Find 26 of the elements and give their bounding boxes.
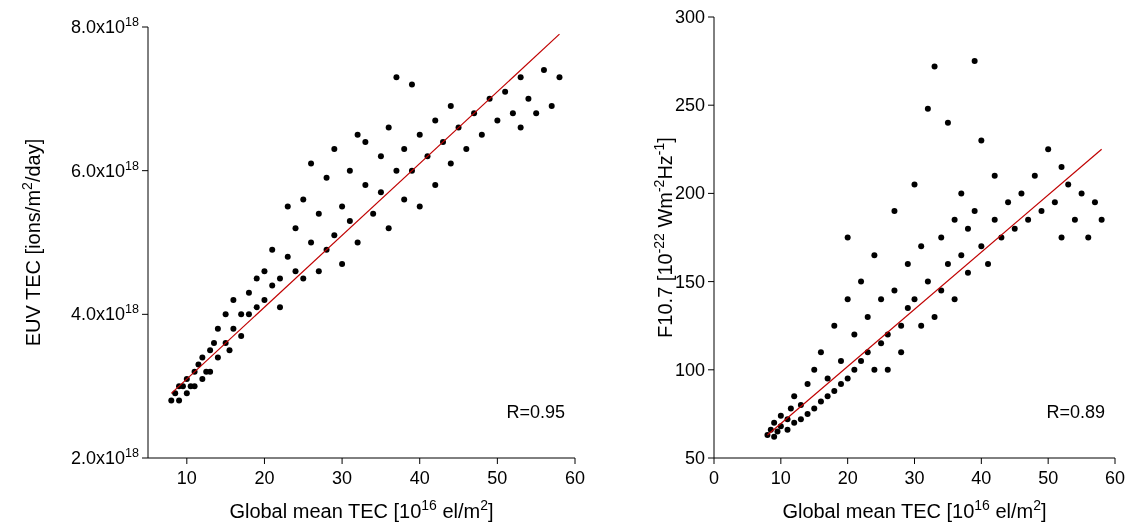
x-axis-title: Global mean TEC [10$^{16}$ el/m$^{2}$] <box>782 497 1047 522</box>
x-tick-label: 50 <box>487 468 508 488</box>
annotation: R=0.89 <box>1046 402 1105 422</box>
x-axis-title: Global mean TEC [10$^{16}$ el/m$^{2}$] <box>229 497 494 522</box>
y-tick-label: 250 <box>674 95 705 116</box>
x-tick-label: 60 <box>1104 468 1126 488</box>
y-tick-label: 50 <box>684 448 705 468</box>
x-tick-label: 20 <box>254 468 275 488</box>
y-tick-label: 4.0x10$^{18}$ <box>70 302 139 325</box>
y-tick-label: 6.0x10$^{18}$ <box>70 158 139 181</box>
y-tick-label: 8.0x10$^{18}$ <box>70 15 139 37</box>
x-tick-label: 30 <box>332 468 353 488</box>
x-tick-label: 30 <box>904 468 925 488</box>
y-tick-label: 100 <box>674 359 705 380</box>
annotation: R=0.95 <box>506 402 565 422</box>
y-tick-label: 2.0x10$^{18}$ <box>70 446 139 468</box>
x-tick-label: 10 <box>176 468 197 488</box>
x-tick-label: 50 <box>1038 468 1059 488</box>
x-tick-label: 10 <box>770 468 791 488</box>
x-tick-label: 40 <box>971 468 992 488</box>
x-tick-label: 0 <box>708 468 720 488</box>
x-tick-label: 40 <box>409 468 430 488</box>
y-tick-label: 300 <box>674 7 705 27</box>
x-tick-label: 20 <box>837 468 858 488</box>
y-tick-label: 200 <box>674 183 705 204</box>
x-tick-label: 60 <box>564 468 586 488</box>
